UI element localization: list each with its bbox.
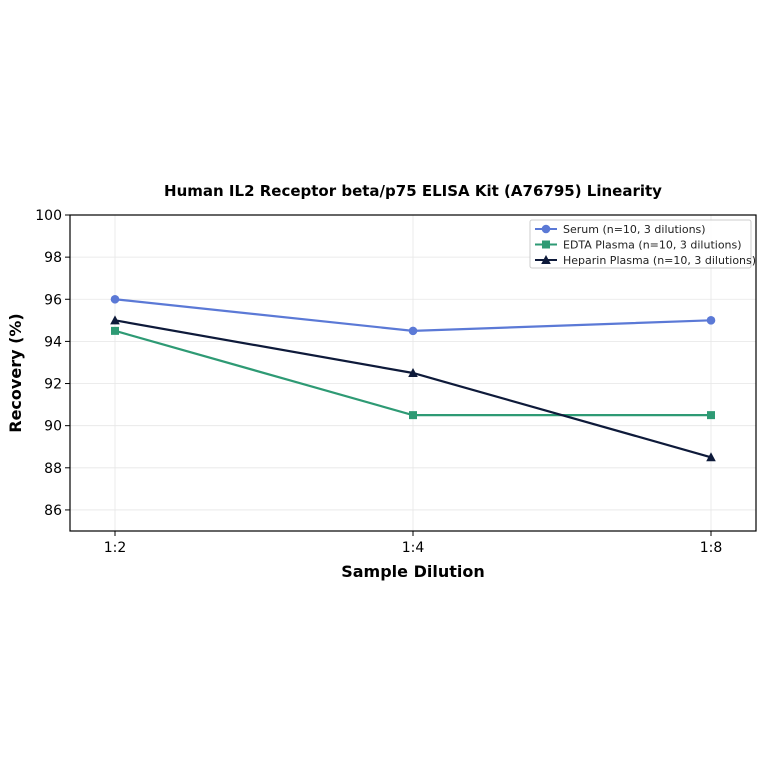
x-tick-label: 1:4 [402, 540, 425, 556]
y-tick-label: 98 [44, 250, 62, 266]
data-point [706, 316, 716, 325]
y-axis-label: Recovery (%) [6, 313, 25, 432]
ticks-layer: 86 88 90 92 94 96 98 100 1:2 1:4 1:8 [35, 208, 722, 556]
y-tick-label: 96 [44, 292, 62, 308]
series-1 [111, 326, 715, 420]
y-tick-label: 94 [44, 334, 62, 350]
y-tick-label: 92 [44, 377, 62, 393]
data-point [409, 411, 417, 420]
chart-title: Human IL2 Receptor beta/p75 ELISA Kit (A… [164, 182, 662, 200]
data-point [706, 452, 716, 462]
x-tick-label: 1:2 [104, 540, 127, 556]
legend-box [529, 219, 752, 269]
legend-swatch-marker [542, 240, 550, 249]
y-tick-label: 100 [35, 208, 62, 224]
series-0 [110, 294, 716, 336]
x-axis-label: Sample Dilution [341, 562, 485, 581]
series-2 [110, 315, 716, 462]
legend-entry-label: Heparin Plasma (n=10, 3 dilutions) [563, 254, 756, 267]
data-point [111, 326, 119, 335]
y-tick-label: 88 [44, 461, 62, 477]
legend-entry-label: Serum (n=10, 3 dilutions) [563, 223, 706, 236]
data-point [110, 315, 120, 325]
legend-entry-label: EDTA Plasma (n=10, 3 dilutions) [563, 239, 742, 252]
legend-swatch-marker [541, 224, 551, 234]
legend-swatch-marker [541, 255, 551, 264]
data-point [408, 326, 418, 336]
series-layer [110, 294, 716, 462]
y-tick-label: 90 [44, 419, 62, 435]
data-point [110, 294, 120, 304]
data-point [408, 368, 418, 377]
x-tick-label: 1:8 [700, 540, 723, 556]
y-tick-label: 86 [44, 503, 62, 519]
legend: Serum (n=10, 3 dilutions) EDTA Plasma (n=… [529, 219, 756, 269]
data-point [707, 411, 715, 420]
